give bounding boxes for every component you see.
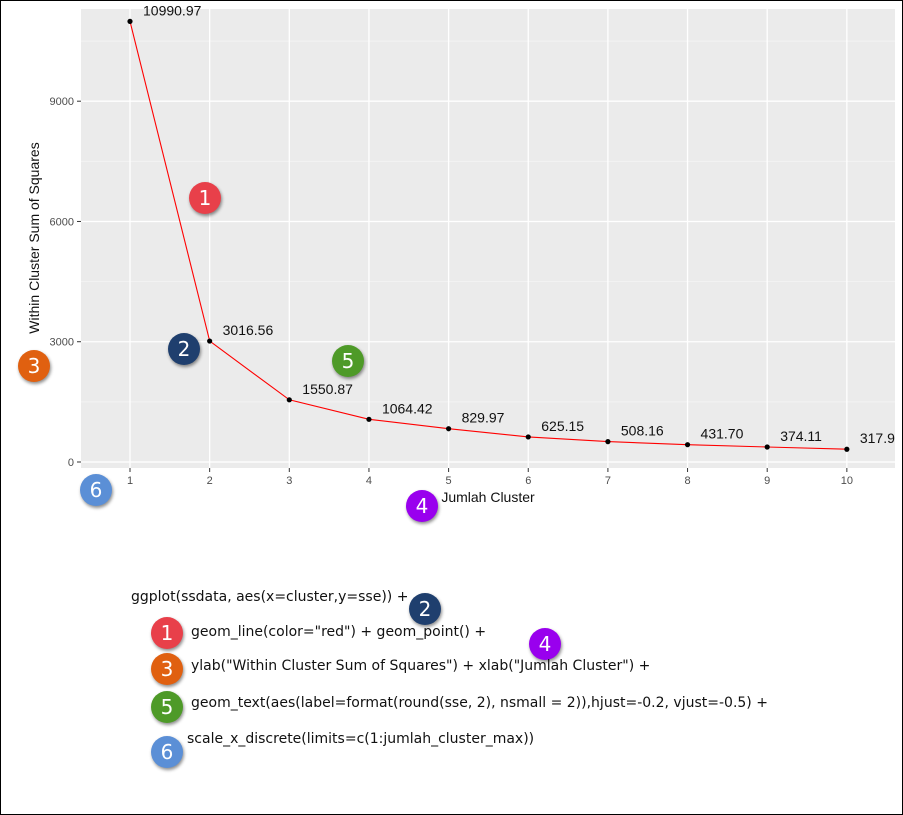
y-axis-label: Within Cluster Sum of Squares — [26, 142, 42, 333]
x-tick-label: 8 — [684, 475, 690, 487]
data-point — [207, 338, 213, 344]
badge-3: 3 — [18, 350, 50, 382]
data-point — [366, 416, 372, 422]
data-label: 374.11 — [780, 428, 822, 444]
x-tick-label: 6 — [525, 475, 531, 487]
x-tick-label: 5 — [446, 475, 452, 487]
badge-6: 6 — [80, 474, 112, 506]
data-label: 3016.56 — [223, 322, 274, 338]
data-label: 317.9 — [860, 430, 895, 446]
plot-panel — [81, 9, 895, 468]
code-badge-4: 4 — [529, 628, 561, 660]
code-line-geom-line: geom_line(color="red") + geom_point() + — [191, 624, 487, 640]
x-tick-label: 4 — [366, 475, 372, 487]
data-point — [764, 444, 770, 450]
data-point — [844, 446, 850, 452]
x-tick-label: 2 — [207, 475, 213, 487]
x-axis-label: Jumlah Cluster — [441, 489, 535, 505]
data-point — [525, 434, 531, 440]
grid-lines — [81, 9, 895, 468]
badge-1: 1 — [189, 182, 221, 214]
badge-4: 4 — [406, 490, 438, 522]
elbow-chart: 0 3000 6000 9000 1 2 3 4 5 6 7 8 9 10 10990.97 3016.56… — [26, 2, 895, 505]
y-tick-label: 9000 — [50, 96, 74, 108]
badge-5: 5 — [332, 345, 364, 377]
badge-2: 2 — [168, 333, 200, 365]
code-line-ggplot: ggplot(ssdata, aes(x=cluster,y=sse)) + — [131, 589, 409, 605]
data-label: 508.16 — [621, 423, 664, 439]
code-badge-2: 2 — [409, 593, 441, 625]
code-line-geom-text: geom_text(aes(label=format(round(sse, 2)… — [191, 695, 768, 711]
data-label: 10990.97 — [143, 2, 202, 18]
data-label: 625.15 — [541, 418, 584, 434]
code-badge-3: 3 — [151, 653, 183, 685]
axes: 0 3000 6000 9000 1 2 3 4 5 6 7 8 9 10 — [50, 96, 853, 487]
data-label: 1064.42 — [382, 400, 433, 416]
x-tick-label: 7 — [605, 475, 611, 487]
x-tick-label: 3 — [286, 475, 292, 487]
data-point — [605, 439, 611, 445]
data-label: 1550.87 — [302, 381, 353, 397]
code-badge-6: 6 — [151, 736, 183, 768]
data-label: 829.97 — [462, 410, 505, 426]
x-tick-label: 9 — [764, 475, 770, 487]
x-tick-label: 1 — [127, 475, 133, 487]
sse-line — [129, 21, 847, 450]
data-points — [127, 18, 850, 452]
code-line-scale: scale_x_discrete(limits=c(1:jumlah_clust… — [187, 731, 535, 747]
data-point — [127, 18, 133, 24]
y-tick-label: 3000 — [50, 337, 74, 349]
data-label: 431.70 — [701, 426, 744, 442]
code-line-labels: ylab("Within Cluster Sum of Squares") + … — [191, 658, 651, 674]
y-tick-label: 6000 — [50, 216, 74, 228]
x-tick-label: 10 — [841, 475, 853, 487]
data-labels: 10990.97 3016.56 1550.87 1064.42 829.97 625.1… — [143, 2, 895, 446]
data-point — [446, 426, 452, 432]
code-badge-5: 5 — [151, 691, 183, 723]
data-point — [286, 397, 292, 403]
y-tick-label: 0 — [68, 457, 74, 469]
code-badge-1: 1 — [151, 617, 183, 649]
data-point — [684, 442, 691, 448]
